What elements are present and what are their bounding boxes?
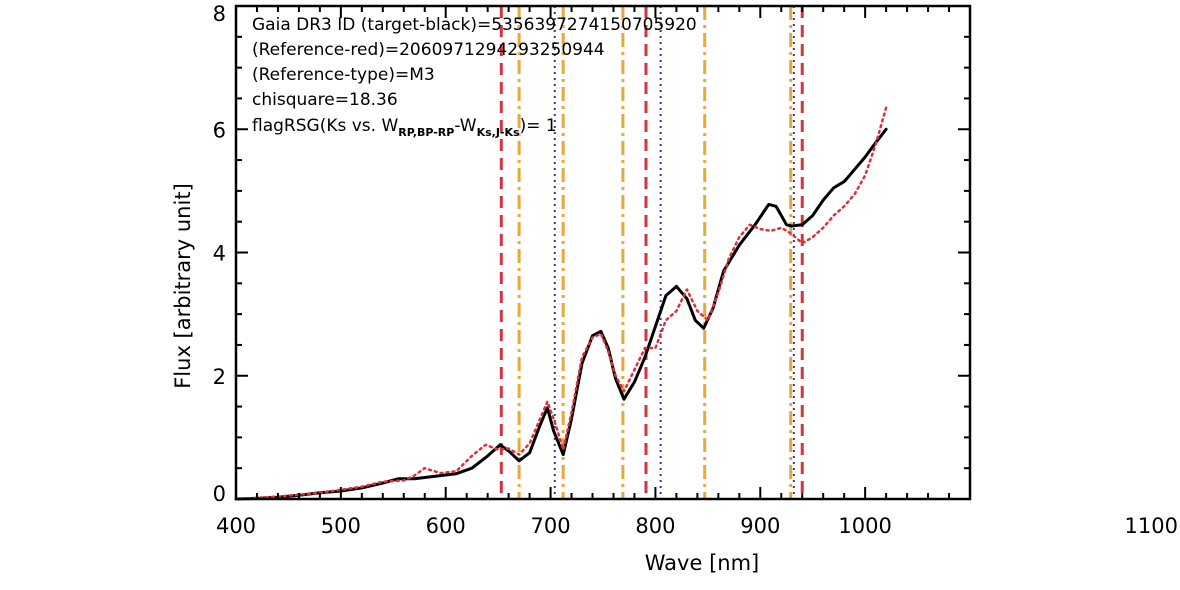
x-tick-label: 700 [531,514,571,538]
x-tick-label: 1000 [838,514,891,538]
annotation-flag-rsg: flagRSG(Ks vs. WRP,BP-RP-WKs,J-Ks)= 1 [252,116,557,139]
annotation-gaia-id: Gaia DR3 ID (target-black)=5356397274150… [252,15,697,35]
y-tick-label: 4 [213,242,226,266]
y-tick-label: 0 [213,482,226,506]
vertical-lines [499,6,804,499]
x-axis-label: Wave [nm] [645,551,759,575]
y-tick-label: 6 [213,118,226,142]
tick-labels: 400 500 600 700 800 900 1000 1100 0 2 4 6 8 [213,2,1178,538]
y-tick-label: 2 [213,365,226,389]
annotation-reference-red: (Reference-red)=2060971294293250944 [252,40,605,60]
flag-sub1: RP,BP-RP [398,126,454,139]
axis-ticks [235,5,971,500]
x-tick-label: 500 [321,514,361,538]
flag-suffix: )= 1 [520,116,557,136]
series-line-0 [234,127,888,501]
y-axis-label: Flux [arbitrary unit] [171,183,195,389]
flag-prefix: flagRSG(Ks vs. W [252,116,398,136]
annotation-block: Gaia DR3 ID (target-black)=5356397274150… [252,15,697,139]
x-tick-label: 800 [635,514,675,538]
series-layer [234,106,888,501]
series-line-1 [234,106,888,501]
flag-mid: -W [454,116,476,136]
flag-sub2: Ks,J-Ks [477,126,520,139]
y-tick-label: 8 [213,2,226,26]
annotation-chisquare: chisquare=18.36 [252,90,398,110]
x-tick-label: 400 [216,514,256,538]
x-tick-label: 900 [740,514,780,538]
x-tick-label: 600 [426,514,466,538]
annotation-reference-type: (Reference-type)=M3 [252,65,435,85]
x-tick-label: 1100 [1125,514,1178,538]
